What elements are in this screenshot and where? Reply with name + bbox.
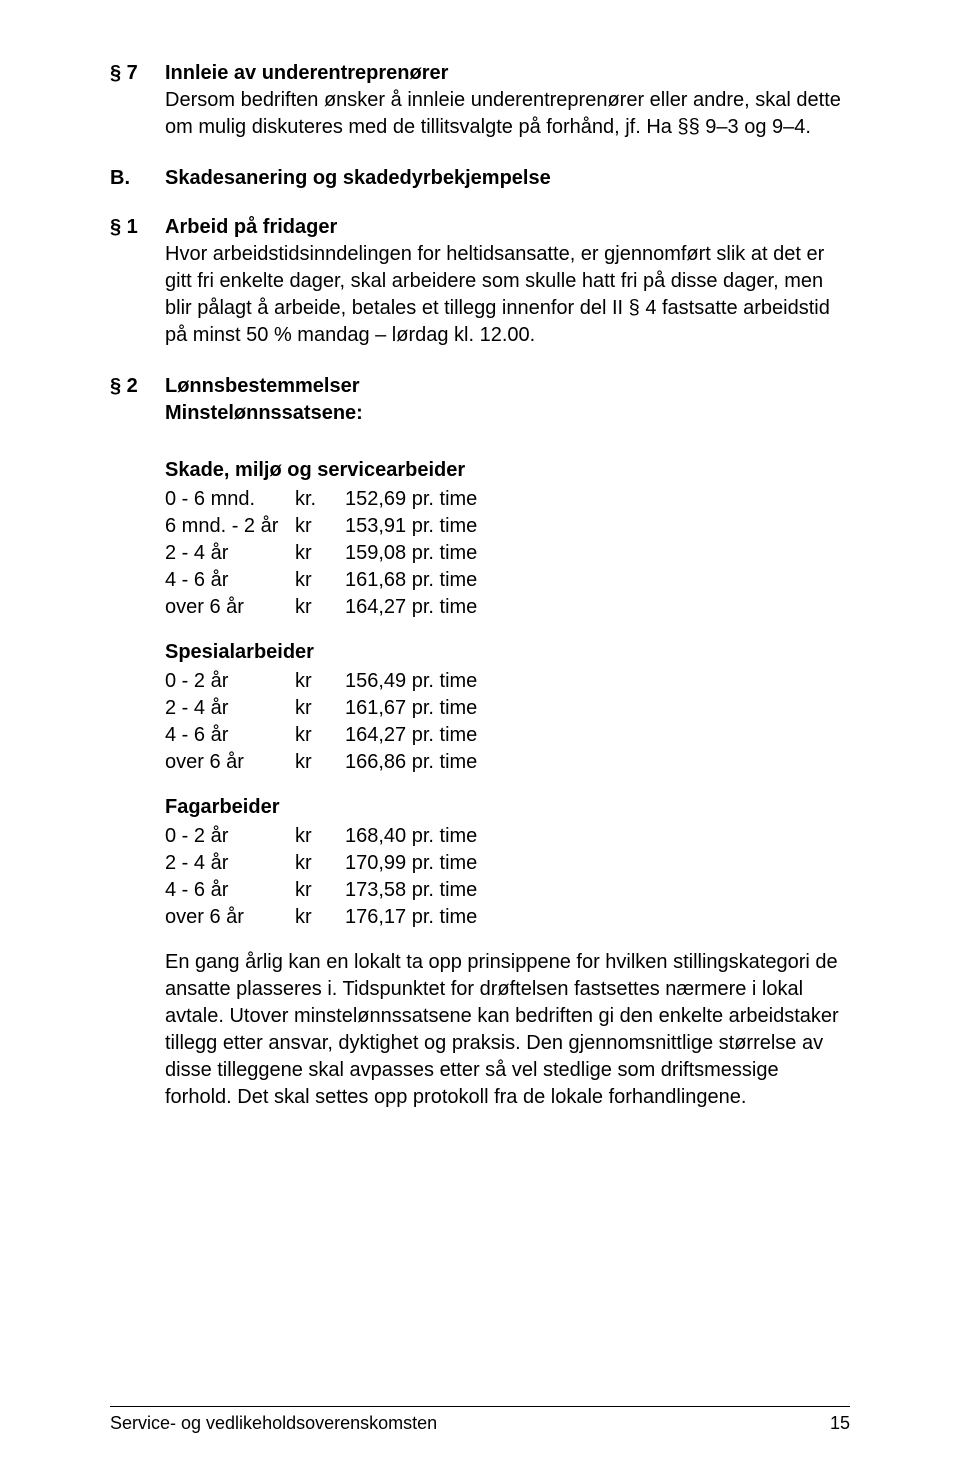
rate-row: over 6 årkr166,86 pr. time (165, 749, 850, 776)
rate-row: 0 - 2 årkr168,40 pr. time (165, 823, 850, 850)
rate-group-3-table: 0 - 2 årkr168,40 pr. time2 - 4 årkr170,9… (165, 823, 850, 931)
rate-cell-range: 4 - 6 år (165, 877, 295, 904)
footer-left: Service- og vedlikeholdsoverenskomsten (110, 1413, 437, 1434)
rate-cell-amount: 176,17 pr. time (345, 904, 850, 931)
section-1-text: Hvor arbeidstidsinndelingen for heltidsa… (165, 241, 850, 349)
rate-cell-amount: 161,67 pr. time (345, 695, 850, 722)
section-1-title: Arbeid på fridager (165, 214, 850, 241)
rate-cell-range: 0 - 6 mnd. (165, 486, 295, 513)
rate-cell-range: over 6 år (165, 749, 295, 776)
rate-cell-currency: kr (295, 594, 345, 621)
trailing-paragraph-block: En gang årlig kan en lokalt ta opp prins… (165, 949, 850, 1111)
rate-cell-currency: kr (295, 722, 345, 749)
rate-cell-range: 0 - 2 år (165, 668, 295, 695)
rate-cell-currency: kr (295, 749, 345, 776)
rate-cell-currency: kr (295, 567, 345, 594)
rate-group-1: Skade, miljø og servicearbeider 0 - 6 mn… (165, 457, 850, 621)
rate-cell-range: 4 - 6 år (165, 722, 295, 749)
document-page: § 7 Innleie av underentreprenører Dersom… (0, 0, 960, 1472)
rate-cell-range: 6 mnd. - 2 år (165, 513, 295, 540)
section-b-label: B. (110, 165, 165, 192)
rate-cell-amount: 161,68 pr. time (345, 567, 850, 594)
rate-group-2-table: 0 - 2 årkr156,49 pr. time2 - 4 årkr161,6… (165, 668, 850, 776)
section-7: § 7 Innleie av underentreprenører Dersom… (110, 60, 850, 161)
rate-row: 0 - 6 mnd.kr.152,69 pr. time (165, 486, 850, 513)
rate-cell-range: over 6 år (165, 904, 295, 931)
rate-group-2-title: Spesialarbeider (165, 639, 850, 666)
section-7-label: § 7 (110, 60, 165, 87)
rate-row: 2 - 4 årkr170,99 pr. time (165, 850, 850, 877)
section-b-body: Skadesanering og skadedyrbekjempelse (165, 165, 850, 192)
section-1-body: Arbeid på fridager Hvor arbeidstidsinnde… (165, 214, 850, 369)
rate-row: 4 - 6 årkr164,27 pr. time (165, 722, 850, 749)
rate-row: 4 - 6 årkr173,58 pr. time (165, 877, 850, 904)
rate-cell-currency: kr. (295, 486, 345, 513)
rate-cell-currency: kr (295, 695, 345, 722)
rate-cell-currency: kr (295, 904, 345, 931)
rate-cell-amount: 166,86 pr. time (345, 749, 850, 776)
section-b: B. Skadesanering og skadedyrbekjempelse (110, 165, 850, 192)
rate-cell-amount: 164,27 pr. time (345, 722, 850, 749)
rate-cell-currency: kr (295, 850, 345, 877)
section-b-title: Skadesanering og skadedyrbekjempelse (165, 165, 850, 192)
rate-cell-range: 2 - 4 år (165, 695, 295, 722)
rate-cell-amount: 170,99 pr. time (345, 850, 850, 877)
section-2-subtitle: Minstelønnssatsene: (165, 400, 850, 427)
rate-cell-currency: kr (295, 668, 345, 695)
section-2: § 2 Lønnsbestemmelser Minstelønnssatsene… (110, 373, 850, 427)
spacer (110, 196, 850, 214)
section-7-text: Dersom bedriften ønsker å innleie undere… (165, 87, 850, 141)
rate-cell-range: 2 - 4 år (165, 850, 295, 877)
rate-cell-range: 4 - 6 år (165, 567, 295, 594)
rate-row: over 6 årkr176,17 pr. time (165, 904, 850, 931)
rate-cell-amount: 159,08 pr. time (345, 540, 850, 567)
rate-row: 0 - 2 årkr156,49 pr. time (165, 668, 850, 695)
page-footer: Service- og vedlikeholdsoverenskomsten 1… (110, 1406, 850, 1434)
rate-row: 2 - 4 årkr161,67 pr. time (165, 695, 850, 722)
rate-group-1-title: Skade, miljø og servicearbeider (165, 457, 850, 484)
rate-cell-amount: 152,69 pr. time (345, 486, 850, 513)
rate-cell-amount: 153,91 pr. time (345, 513, 850, 540)
rate-group-2: Spesialarbeider 0 - 2 årkr156,49 pr. tim… (165, 639, 850, 776)
rate-cell-range: 2 - 4 år (165, 540, 295, 567)
footer-page-number: 15 (830, 1413, 850, 1434)
rate-row: 2 - 4 årkr159,08 pr. time (165, 540, 850, 567)
section-2-body: Lønnsbestemmelser Minstelønnssatsene: (165, 373, 850, 427)
rate-row: over 6 årkr164,27 pr. time (165, 594, 850, 621)
rate-cell-amount: 173,58 pr. time (345, 877, 850, 904)
rate-cell-amount: 168,40 pr. time (345, 823, 850, 850)
rate-cell-range: over 6 år (165, 594, 295, 621)
rate-row: 4 - 6 årkr161,68 pr. time (165, 567, 850, 594)
rate-cell-range: 0 - 2 år (165, 823, 295, 850)
rate-cell-currency: kr (295, 513, 345, 540)
rate-cell-amount: 156,49 pr. time (345, 668, 850, 695)
section-1: § 1 Arbeid på fridager Hvor arbeidstidsi… (110, 214, 850, 369)
rate-cell-currency: kr (295, 877, 345, 904)
section-1-label: § 1 (110, 214, 165, 241)
rate-cell-amount: 164,27 pr. time (345, 594, 850, 621)
section-7-body: Innleie av underentreprenører Dersom bed… (165, 60, 850, 161)
rate-cell-currency: kr (295, 823, 345, 850)
rate-cell-currency: kr (295, 540, 345, 567)
rate-group-3: Fagarbeider 0 - 2 årkr168,40 pr. time2 -… (165, 794, 850, 931)
section-2-title: Lønnsbestemmelser (165, 373, 850, 400)
section-7-title: Innleie av underentreprenører (165, 60, 850, 87)
rate-group-1-table: 0 - 6 mnd.kr.152,69 pr. time6 mnd. - 2 å… (165, 486, 850, 621)
spacer (110, 431, 850, 449)
rate-row: 6 mnd. - 2 årkr153,91 pr. time (165, 513, 850, 540)
trailing-paragraph: En gang årlig kan en lokalt ta opp prins… (165, 949, 850, 1111)
rate-group-3-title: Fagarbeider (165, 794, 850, 821)
section-2-label: § 2 (110, 373, 165, 400)
